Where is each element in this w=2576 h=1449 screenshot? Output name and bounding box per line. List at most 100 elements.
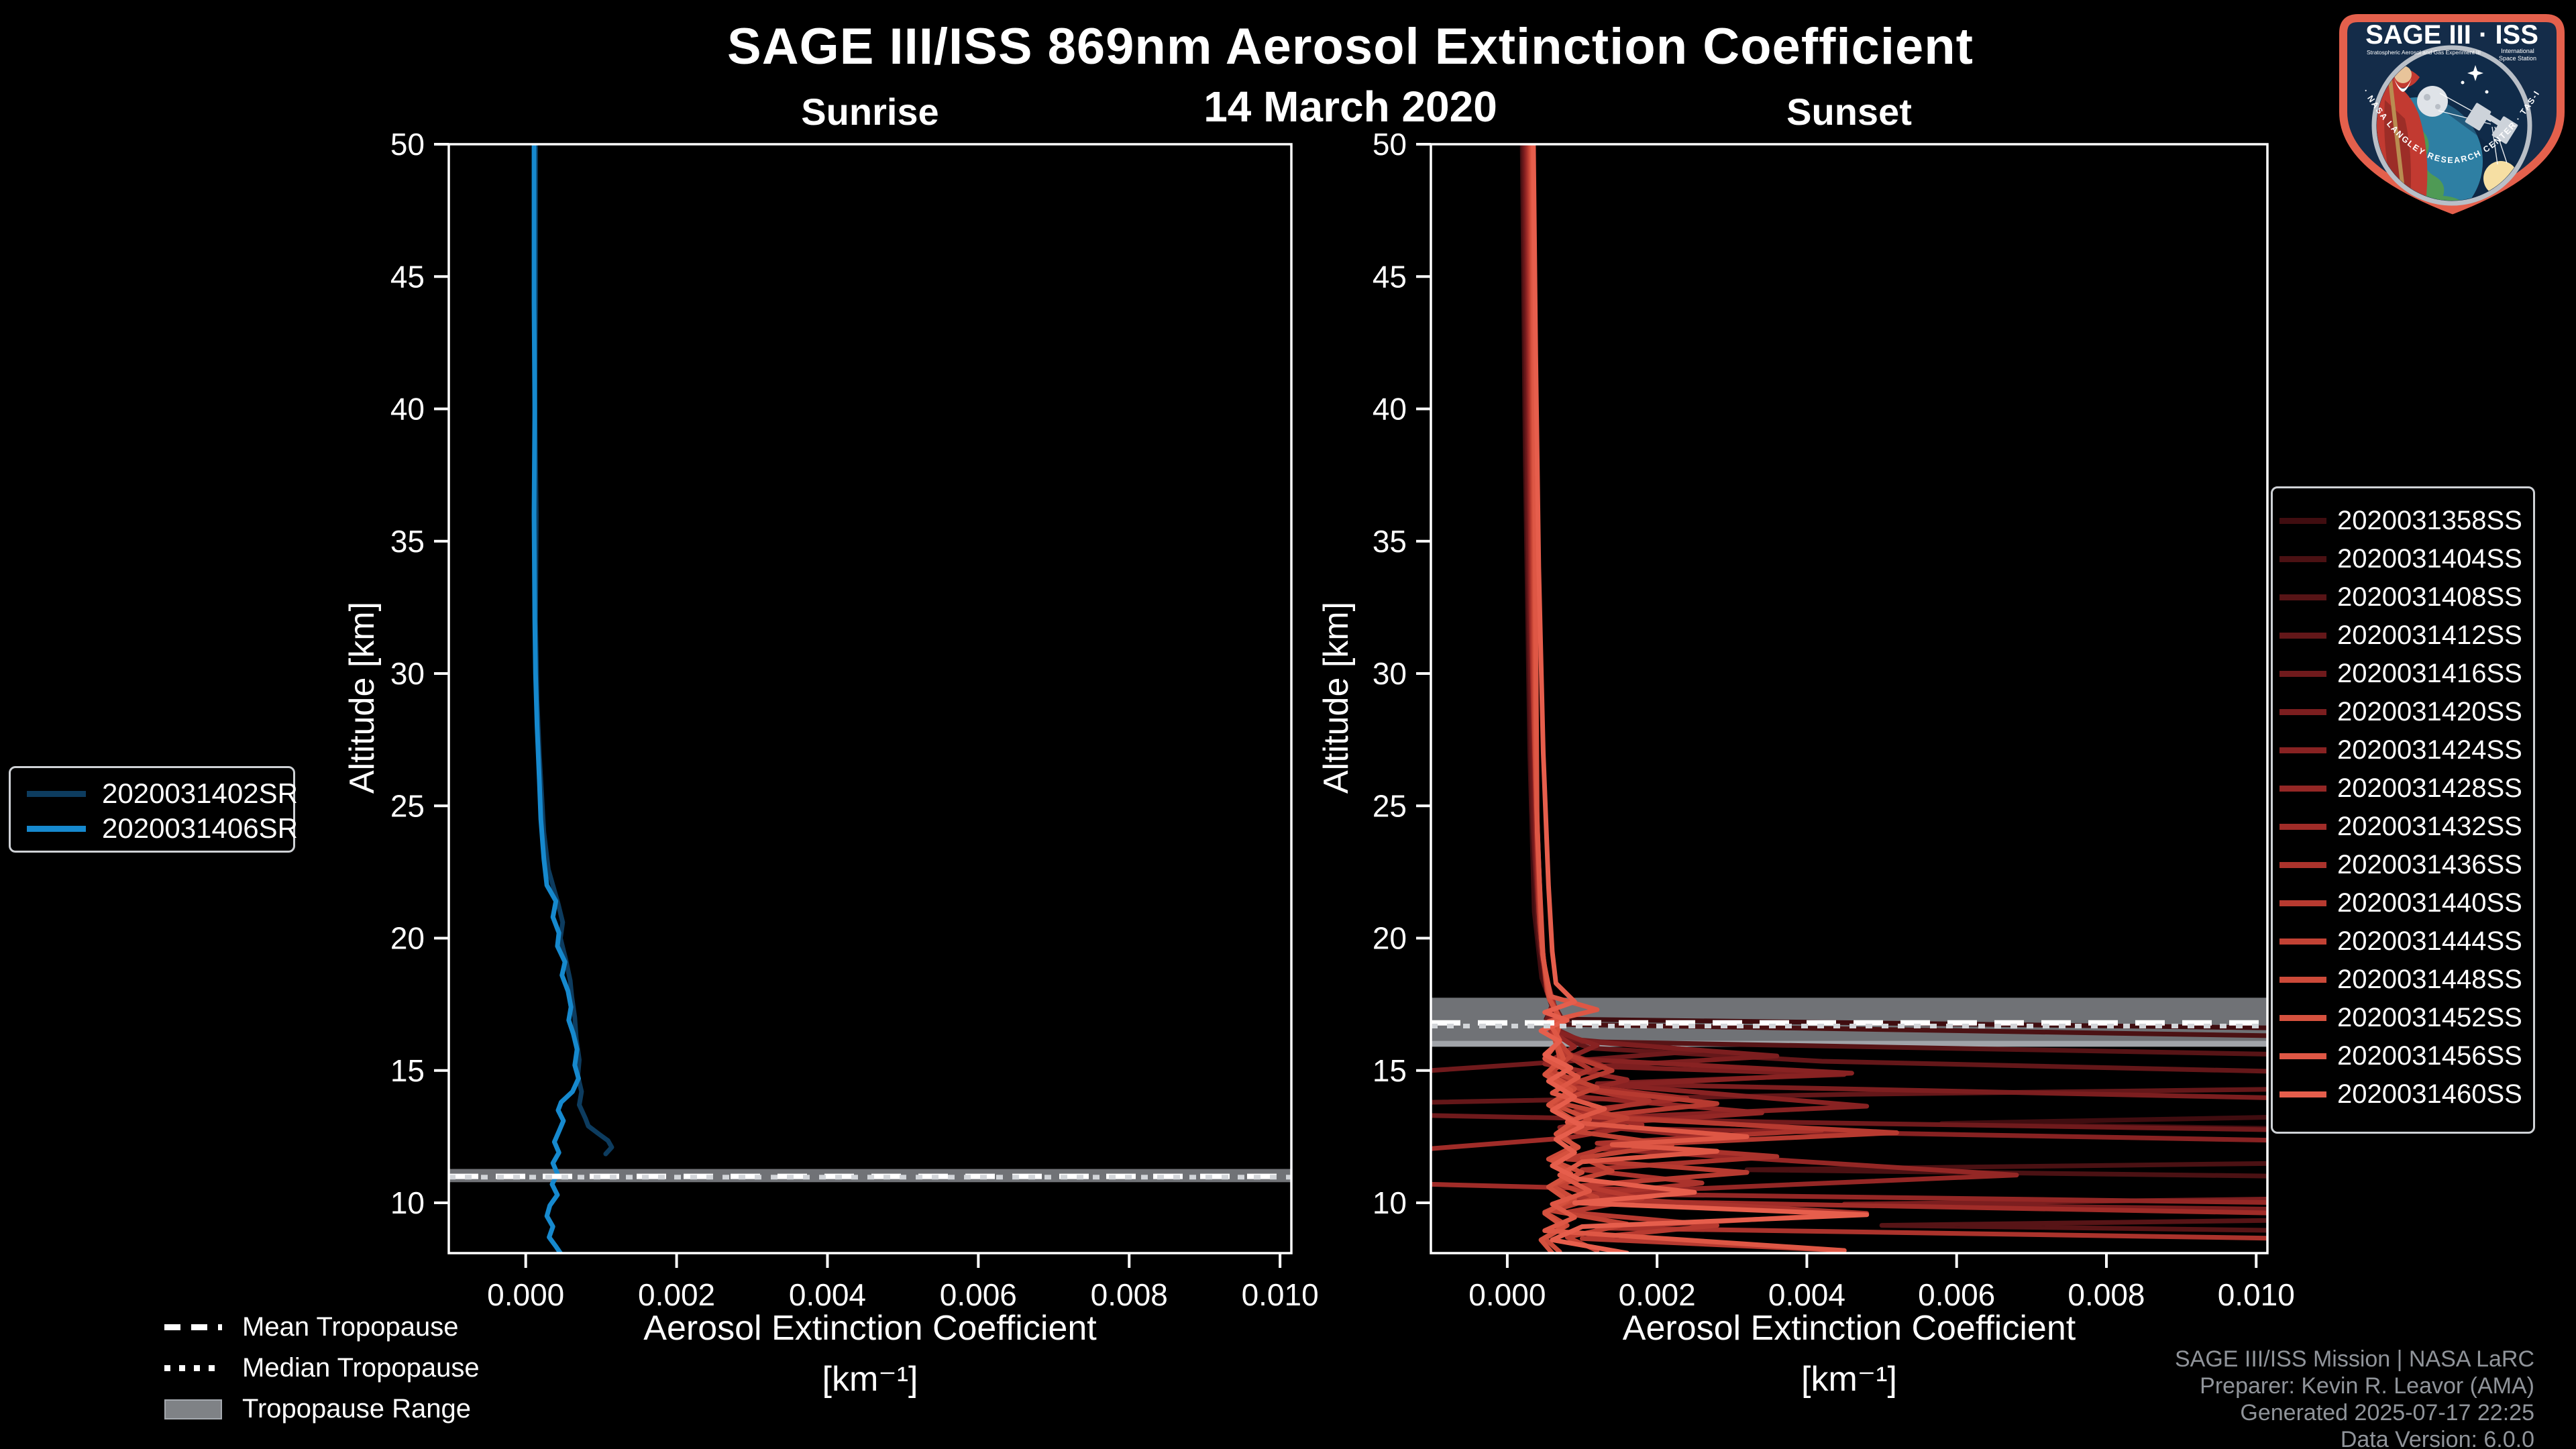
legend-line-swatch <box>2279 633 2326 639</box>
panel-plot-area <box>1431 144 2267 1253</box>
y-tick-label: 30 <box>1373 656 1407 691</box>
legend-item-2020031452SS: 2020031452SS <box>2279 999 2533 1037</box>
x-tick-label: 0.002 <box>638 1277 715 1312</box>
moon-crater <box>2424 94 2430 101</box>
legend-label: 2020031436SS <box>2337 850 2522 879</box>
panel-plot-area <box>449 144 1291 1253</box>
legend-line-swatch <box>2279 900 2326 906</box>
series-line-2020031416SS <box>1431 144 1705 1073</box>
stars <box>2461 65 2489 94</box>
logo-subtitle-right-2: Space Station <box>2499 55 2536 62</box>
y-tick-label: 50 <box>390 127 425 162</box>
legend-label: 2020031452SS <box>2337 1003 2522 1032</box>
tropopause-range-label: Tropopause Range <box>242 1394 471 1424</box>
y-tick-label: 30 <box>390 656 425 691</box>
moon-crater <box>2435 104 2440 109</box>
iss-icon <box>2465 103 2518 144</box>
y-tick-label: 20 <box>1373 921 1407 956</box>
series-line-2020031408SS <box>1521 144 2267 1057</box>
logo-title: SAGE III · ISS <box>2365 20 2538 50</box>
legend-line-swatch <box>2279 1053 2326 1059</box>
panel-frame <box>1430 143 2269 1254</box>
x-tick-label: 0.008 <box>1091 1277 1168 1312</box>
legend-label: 2020031424SS <box>2337 735 2522 765</box>
legend-line-swatch <box>2279 977 2326 983</box>
y-tick-label: 35 <box>1373 524 1407 559</box>
y-tick-label: 20 <box>390 921 425 956</box>
series-line-2020031420SS <box>1523 144 2267 1100</box>
y-tick-label: 15 <box>390 1053 425 1088</box>
x-axis-label-sunrise: Aerosol Extinction Coefficient <box>643 1309 1097 1348</box>
legend-item-2020031404SS: 2020031404SS <box>2279 540 2533 578</box>
logo-subtitle-left: Stratospheric Aerosol and Gas Experiment… <box>2367 49 2481 56</box>
legend-label: 2020031358SS <box>2337 506 2522 535</box>
y-tick-label: 50 <box>1373 127 1407 162</box>
y-tick-label: 35 <box>390 524 425 559</box>
x-tick-label: 0.000 <box>487 1277 564 1312</box>
figure-date: 14 March 2020 <box>1203 83 1497 131</box>
series-line-2020031424SS <box>1524 144 2267 1143</box>
legend-item-2020031432SS: 2020031432SS <box>2279 808 2533 846</box>
logo-subtitle-right-1: International <box>2501 48 2534 54</box>
legend-item-2020031412SS: 2020031412SS <box>2279 616 2533 655</box>
x-tick-label: 0.010 <box>2218 1277 2295 1312</box>
legend-label: 2020031444SS <box>2337 926 2522 956</box>
mean-tropopause-label: Mean Tropopause <box>242 1312 459 1342</box>
series-line-2020031404SS <box>1744 1161 2267 1179</box>
series-line-2020031404SS <box>1520 144 2267 1038</box>
tropopause-legend: Mean Tropopause Median Tropopause Tropop… <box>164 1307 480 1430</box>
legend-item-2020031436SS: 2020031436SS <box>2279 846 2533 884</box>
legend-label: 2020031428SS <box>2337 773 2522 803</box>
y-tick-label: 45 <box>1373 259 1407 294</box>
night-shadow <box>2377 53 2527 201</box>
series-line-2020031406SR <box>531 144 581 1253</box>
legend-line-swatch <box>2279 709 2326 715</box>
panel-frame <box>447 143 1293 1254</box>
legend-label: 2020031412SS <box>2337 621 2522 650</box>
figure-title: SAGE III/ISS 869nm Aerosol Extinction Co… <box>727 18 1974 75</box>
legend-label: 2020031404SS <box>2337 544 2522 574</box>
legend-item-2020031402SR: 2020031402SR <box>27 776 298 811</box>
x-axis-label-sunset: Aerosol Extinction Coefficient <box>1622 1309 2076 1348</box>
credits-preparer: Preparer: Kevin R. Leavor (AMA) <box>2200 1373 2534 1399</box>
legend-label: 2020031432SS <box>2337 812 2522 841</box>
legend-line-swatch <box>2279 518 2326 524</box>
legend-label: 2020031456SS <box>2337 1041 2522 1071</box>
x-tick-label: 0.006 <box>1918 1277 1995 1312</box>
legend-item-2020031408SS: 2020031408SS <box>2279 578 2533 616</box>
legend-label: 2020031448SS <box>2337 965 2522 994</box>
y-tick-label: 10 <box>390 1185 425 1220</box>
legend-item-2020031424SS: 2020031424SS <box>2279 731 2533 769</box>
credits-generated: Generated 2025-07-17 22:25 <box>2240 1400 2534 1426</box>
legend-item-2020031460SS: 2020031460SS <box>2279 1075 2533 1114</box>
x-tick-label: 0.010 <box>1242 1277 1319 1312</box>
legend-item-2020031428SS: 2020031428SS <box>2279 769 2533 808</box>
legend-line-swatch <box>2279 1091 2326 1097</box>
legend-item-tropopause-range: Tropopause Range <box>164 1389 480 1430</box>
y-tick-label: 15 <box>1373 1053 1407 1088</box>
series-line-2020031402SR <box>532 144 614 1157</box>
legend-line-swatch <box>27 825 86 832</box>
legend-label: 2020031440SS <box>2337 888 2522 918</box>
legend-item-2020031358SS: 2020031358SS <box>2279 502 2533 540</box>
legend-label: 2020031460SS <box>2337 1079 2522 1109</box>
legend-line-swatch <box>27 790 86 797</box>
x-tick-label: 0.006 <box>940 1277 1017 1312</box>
legend-label: 2020031416SS <box>2337 659 2522 688</box>
legend-label: 2020031406SR <box>102 812 298 844</box>
panel-title-sunrise: Sunrise <box>801 91 939 133</box>
series-line-2020031416SS <box>1431 1113 2267 1132</box>
legend-line-swatch <box>2279 747 2326 753</box>
legend-line-swatch <box>2279 556 2326 562</box>
credits-data-version: Data Version: 6.0.0 <box>2340 1427 2534 1449</box>
legend-line-swatch <box>2279 938 2326 945</box>
series-line-2020031460SS <box>1531 144 1870 1253</box>
legend-sunrise: 2020031402SR 2020031406SR <box>9 766 298 853</box>
legend-line-swatch <box>2279 824 2326 830</box>
legend-line-swatch <box>2279 1015 2326 1021</box>
series-line-2020031408SS <box>1879 1218 2267 1233</box>
credits-mission: SAGE III/ISS Mission | NASA LaRC <box>2174 1346 2534 1372</box>
y-tick-label: 25 <box>1373 788 1407 823</box>
median-tropopause-label: Median Tropopause <box>242 1353 480 1383</box>
